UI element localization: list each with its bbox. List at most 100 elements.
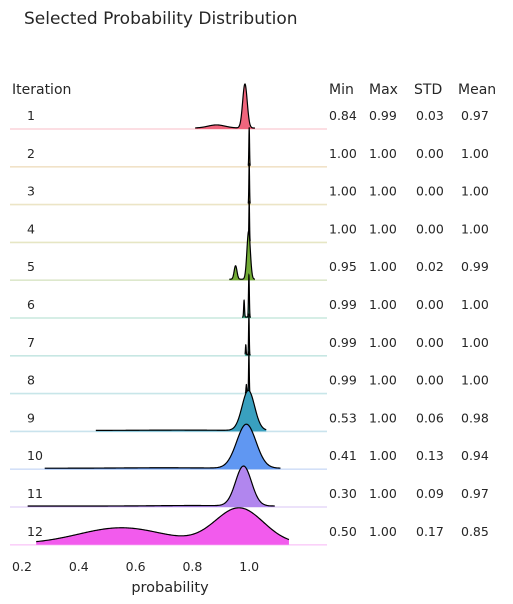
iteration-label: 10 [27,448,43,463]
stat-max: 1.00 [369,373,397,388]
ridge-outline [44,423,281,469]
stat-std: 0.03 [416,108,444,123]
ridge-outline [244,312,251,356]
stat-header-mean: Mean [458,82,496,98]
ridge-row: 3 1.00 1.00 0.00 1.00 [10,162,489,206]
ridge-outline [242,273,251,318]
ridge-outline [27,465,275,507]
ridge-row: 8 0.99 1.00 0.00 1.00 [10,350,489,395]
stat-max: 0.99 [369,108,397,123]
stat-min: 0.99 [329,297,357,312]
ridge-row: 6 0.99 1.00 0.00 1.00 [10,273,489,319]
stat-mean: 0.85 [461,524,489,539]
stat-std: 0.09 [416,486,444,501]
stat-min: 0.41 [329,448,357,463]
row-header: Iteration [12,82,71,98]
stat-mean: 0.97 [461,486,489,501]
iteration-label: 1 [27,108,35,123]
ridge-row: 5 0.95 1.00 0.02 0.99 [10,230,489,282]
stat-max: 1.00 [369,410,397,425]
stat-max: 1.00 [369,146,397,161]
chart-title: Selected Probability Distribution [24,9,298,29]
stat-header-std: STD [414,82,442,98]
stat-min: 0.53 [329,410,357,425]
ridges-group: 1 0.84 0.99 0.03 0.972 1.00 1.00 0.00 1.003 1.00 1… [10,83,489,546]
iteration-label: 7 [27,335,35,350]
x-tick-label: 0.6 [126,559,146,574]
iteration-label: 3 [27,184,35,199]
iteration-label: 9 [27,410,35,425]
stat-min: 1.00 [329,221,357,236]
stat-mean: 1.00 [461,146,489,161]
stat-mean: 0.94 [461,448,489,463]
stat-max: 1.00 [369,335,397,350]
stat-min: 0.95 [329,259,357,274]
stat-mean: 1.00 [461,297,489,312]
ridge-row: 11 0.30 1.00 0.09 0.97 [10,465,489,508]
iteration-label: 2 [27,146,35,161]
stat-min: 0.99 [329,373,357,388]
iteration-label: 11 [27,486,43,501]
ridge-outline [244,350,251,394]
iteration-label: 6 [27,297,35,312]
iteration-label: 12 [27,524,43,539]
x-tick-label: 0.8 [182,559,202,574]
stat-mean: 1.00 [461,373,489,388]
ridge-density [44,424,281,470]
stat-mean: 0.99 [461,259,489,274]
stat-max: 1.00 [369,184,397,199]
ridge-row: 7 0.99 1.00 0.00 1.00 [10,312,489,357]
stat-min: 0.30 [329,486,357,501]
stat-std: 0.00 [416,221,444,236]
stat-std: 0.17 [416,524,444,539]
stat-std: 0.00 [416,335,444,350]
stat-mean: 0.97 [461,108,489,123]
ridge-row: 1 0.84 0.99 0.03 0.97 [10,83,489,130]
stat-max: 1.00 [369,221,397,236]
stat-max: 1.00 [369,297,397,312]
stat-std: 0.00 [416,297,444,312]
ridge-outline [247,162,251,204]
ridge-density [36,507,289,545]
stat-mean: 1.00 [461,221,489,236]
ridge-outline [195,83,255,129]
stat-max: 1.00 [369,448,397,463]
iteration-label: 8 [27,373,35,388]
ridge-outline [229,230,255,280]
stat-std: 0.02 [416,259,444,274]
ridge-row: 2 1.00 1.00 0.00 1.00 [10,126,489,168]
ridge-density [195,84,255,129]
stat-std: 0.00 [416,146,444,161]
ridge-outline [247,126,251,167]
iteration-label: 5 [27,259,35,274]
stat-min: 1.00 [329,184,357,199]
ridge-density [27,466,275,507]
stat-max: 1.00 [369,486,397,501]
ridge-outline [95,389,267,431]
ridge-row: 12 0.50 1.00 0.17 0.85 [10,507,489,546]
iteration-label: 4 [27,221,35,236]
ridge-row: 9 0.53 1.00 0.06 0.98 [10,389,489,433]
stat-max: 1.00 [369,259,397,274]
stat-header-max: Max [369,82,398,98]
ridge-outline [36,507,290,543]
x-axis-label: probability [131,580,209,596]
stat-min: 1.00 [329,146,357,161]
ridge-row: 4 1.00 1.00 0.00 1.00 [10,200,489,244]
stat-header-min: Min [329,82,354,98]
stat-std: 0.00 [416,184,444,199]
ridge-density [229,231,255,281]
x-tick-label: 0.4 [69,559,89,574]
stat-mean: 1.00 [461,184,489,199]
stat-std: 0.13 [416,448,444,463]
stat-mean: 1.00 [461,335,489,350]
stat-min: 0.99 [329,335,357,350]
stat-std: 0.00 [416,373,444,388]
x-axis-ticks: 0.2 0.4 0.6 0.8 1.0 [12,559,259,574]
stat-std: 0.06 [416,410,444,425]
stat-max: 1.00 [369,524,397,539]
x-tick-label: 0.2 [12,559,32,574]
stat-min: 0.50 [329,524,357,539]
ridge-row: 10 0.41 1.00 0.13 0.94 [10,423,489,471]
